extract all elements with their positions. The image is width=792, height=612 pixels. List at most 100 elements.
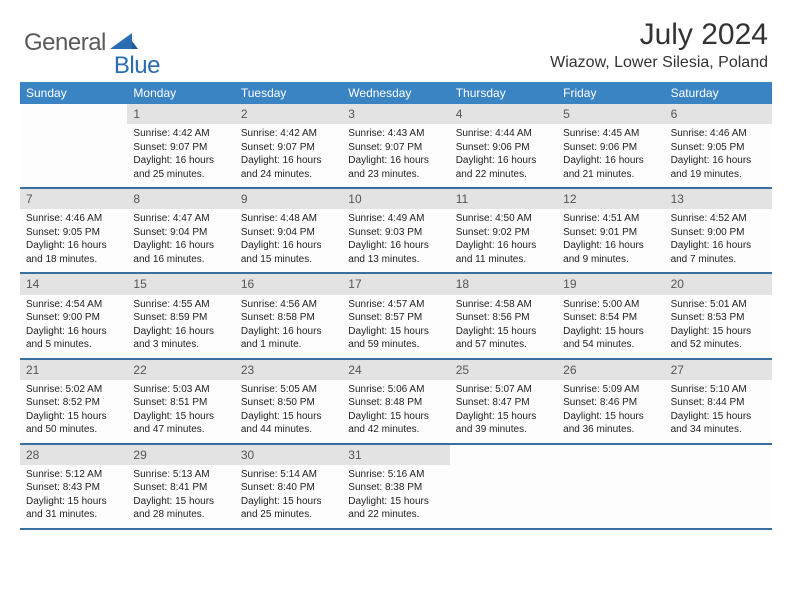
sunrise-line: Sunrise: 5:03 AM <box>133 383 228 397</box>
sunset-line: Sunset: 8:38 PM <box>348 481 443 495</box>
sunset-line: Sunset: 8:43 PM <box>26 481 121 495</box>
day-number: 23 <box>235 360 342 380</box>
sunset-line: Sunset: 8:47 PM <box>456 396 551 410</box>
day-body: Sunrise: 5:07 AMSunset: 8:47 PMDaylight:… <box>450 380 557 443</box>
daylight-line-2: and 7 minutes. <box>671 253 766 267</box>
day-number: 24 <box>342 360 449 380</box>
day-body: Sunrise: 4:58 AMSunset: 8:56 PMDaylight:… <box>450 295 557 358</box>
weekday-header: Tuesday <box>235 82 342 104</box>
daylight-line-2: and 5 minutes. <box>26 338 121 352</box>
daylight-line-2: and 13 minutes. <box>348 253 443 267</box>
day-number: 4 <box>450 104 557 124</box>
day-cell: 4Sunrise: 4:44 AMSunset: 9:06 PMDaylight… <box>450 104 557 187</box>
daylight-line-1: Daylight: 16 hours <box>348 239 443 253</box>
day-body: Sunrise: 4:52 AMSunset: 9:00 PMDaylight:… <box>665 209 772 272</box>
daylight-line-1: Daylight: 16 hours <box>26 239 121 253</box>
day-number: 17 <box>342 274 449 294</box>
day-body: Sunrise: 5:12 AMSunset: 8:43 PMDaylight:… <box>20 465 127 528</box>
sunset-line: Sunset: 9:02 PM <box>456 226 551 240</box>
daylight-line-1: Daylight: 15 hours <box>348 495 443 509</box>
header: General Blue July 2024 Wiazow, Lower Sil… <box>0 0 792 72</box>
sunrise-line: Sunrise: 4:49 AM <box>348 212 443 226</box>
day-cell: 8Sunrise: 4:47 AMSunset: 9:04 PMDaylight… <box>127 189 234 272</box>
day-cell: 11Sunrise: 4:50 AMSunset: 9:02 PMDayligh… <box>450 189 557 272</box>
daylight-line-2: and 52 minutes. <box>671 338 766 352</box>
day-cell: 3Sunrise: 4:43 AMSunset: 9:07 PMDaylight… <box>342 104 449 187</box>
day-body: Sunrise: 4:42 AMSunset: 9:07 PMDaylight:… <box>127 124 234 187</box>
day-number: 9 <box>235 189 342 209</box>
day-body: Sunrise: 4:47 AMSunset: 9:04 PMDaylight:… <box>127 209 234 272</box>
day-body: Sunrise: 5:16 AMSunset: 8:38 PMDaylight:… <box>342 465 449 528</box>
day-cell: 31Sunrise: 5:16 AMSunset: 8:38 PMDayligh… <box>342 445 449 528</box>
daylight-line-2: and 19 minutes. <box>671 168 766 182</box>
sunrise-line: Sunrise: 4:46 AM <box>26 212 121 226</box>
day-body: Sunrise: 4:49 AMSunset: 9:03 PMDaylight:… <box>342 209 449 272</box>
sunset-line: Sunset: 8:50 PM <box>241 396 336 410</box>
sunrise-line: Sunrise: 4:47 AM <box>133 212 228 226</box>
day-number: 15 <box>127 274 234 294</box>
sunrise-line: Sunrise: 4:51 AM <box>563 212 658 226</box>
sunrise-line: Sunrise: 5:14 AM <box>241 468 336 482</box>
daylight-line-1: Daylight: 15 hours <box>26 495 121 509</box>
sunset-line: Sunset: 8:44 PM <box>671 396 766 410</box>
day-cell: 30Sunrise: 5:14 AMSunset: 8:40 PMDayligh… <box>235 445 342 528</box>
daylight-line-1: Daylight: 15 hours <box>563 410 658 424</box>
day-number: 30 <box>235 445 342 465</box>
day-body: Sunrise: 5:00 AMSunset: 8:54 PMDaylight:… <box>557 295 664 358</box>
sunset-line: Sunset: 8:59 PM <box>133 311 228 325</box>
day-number: 14 <box>20 274 127 294</box>
sunset-line: Sunset: 8:46 PM <box>563 396 658 410</box>
daylight-line-2: and 22 minutes. <box>456 168 551 182</box>
week-row: 1Sunrise: 4:42 AMSunset: 9:07 PMDaylight… <box>20 104 772 189</box>
sunset-line: Sunset: 8:41 PM <box>133 481 228 495</box>
day-body: Sunrise: 4:55 AMSunset: 8:59 PMDaylight:… <box>127 295 234 358</box>
sunset-line: Sunset: 9:03 PM <box>348 226 443 240</box>
daylight-line-2: and 24 minutes. <box>241 168 336 182</box>
location-text: Wiazow, Lower Silesia, Poland <box>550 54 768 72</box>
daylight-line-2: and 42 minutes. <box>348 423 443 437</box>
sunrise-line: Sunrise: 4:42 AM <box>133 127 228 141</box>
day-body: Sunrise: 4:50 AMSunset: 9:02 PMDaylight:… <box>450 209 557 272</box>
sunrise-line: Sunrise: 4:48 AM <box>241 212 336 226</box>
daylight-line-2: and 15 minutes. <box>241 253 336 267</box>
sunset-line: Sunset: 9:06 PM <box>456 141 551 155</box>
weekday-header: Friday <box>557 82 664 104</box>
daylight-line-1: Daylight: 16 hours <box>241 325 336 339</box>
daylight-line-2: and 11 minutes. <box>456 253 551 267</box>
sunset-line: Sunset: 8:56 PM <box>456 311 551 325</box>
day-cell: 26Sunrise: 5:09 AMSunset: 8:46 PMDayligh… <box>557 360 664 443</box>
sunrise-line: Sunrise: 5:07 AM <box>456 383 551 397</box>
daylight-line-1: Daylight: 15 hours <box>671 325 766 339</box>
daylight-line-1: Daylight: 16 hours <box>563 239 658 253</box>
daylight-line-2: and 31 minutes. <box>26 508 121 522</box>
daylight-line-2: and 50 minutes. <box>26 423 121 437</box>
sunset-line: Sunset: 9:05 PM <box>671 141 766 155</box>
sunrise-line: Sunrise: 5:00 AM <box>563 298 658 312</box>
day-number: 2 <box>235 104 342 124</box>
daylight-line-2: and 16 minutes. <box>133 253 228 267</box>
daylight-line-2: and 44 minutes. <box>241 423 336 437</box>
daylight-line-1: Daylight: 16 hours <box>133 154 228 168</box>
sunset-line: Sunset: 8:40 PM <box>241 481 336 495</box>
day-number: 8 <box>127 189 234 209</box>
daylight-line-2: and 22 minutes. <box>348 508 443 522</box>
sunset-line: Sunset: 8:51 PM <box>133 396 228 410</box>
sunset-line: Sunset: 9:00 PM <box>671 226 766 240</box>
daylight-line-2: and 47 minutes. <box>133 423 228 437</box>
day-cell: 27Sunrise: 5:10 AMSunset: 8:44 PMDayligh… <box>665 360 772 443</box>
day-number: 10 <box>342 189 449 209</box>
day-body: Sunrise: 4:56 AMSunset: 8:58 PMDaylight:… <box>235 295 342 358</box>
day-number: 13 <box>665 189 772 209</box>
day-number: 20 <box>665 274 772 294</box>
sunrise-line: Sunrise: 4:55 AM <box>133 298 228 312</box>
daylight-line-1: Daylight: 16 hours <box>563 154 658 168</box>
daylight-line-1: Daylight: 15 hours <box>456 410 551 424</box>
sunrise-line: Sunrise: 5:05 AM <box>241 383 336 397</box>
day-body: Sunrise: 5:01 AMSunset: 8:53 PMDaylight:… <box>665 295 772 358</box>
day-cell: 2Sunrise: 4:42 AMSunset: 9:07 PMDaylight… <box>235 104 342 187</box>
day-cell: 14Sunrise: 4:54 AMSunset: 9:00 PMDayligh… <box>20 274 127 357</box>
weeks-container: 1Sunrise: 4:42 AMSunset: 9:07 PMDaylight… <box>20 104 772 530</box>
sunrise-line: Sunrise: 4:42 AM <box>241 127 336 141</box>
sunrise-line: Sunrise: 5:16 AM <box>348 468 443 482</box>
day-number: 22 <box>127 360 234 380</box>
